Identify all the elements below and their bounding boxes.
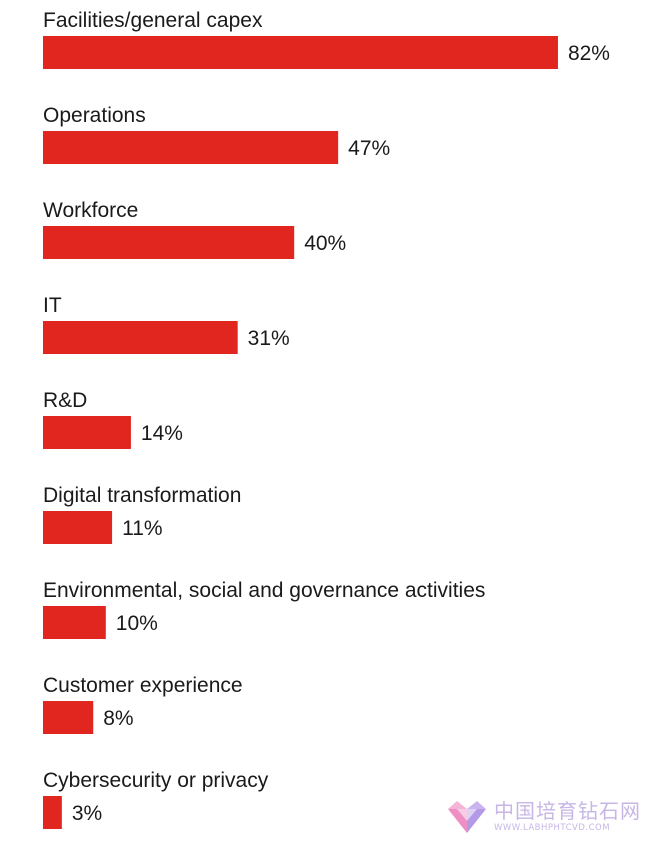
category-label: Environmental, social and governance act… [43,579,485,602]
watermark: 中国培育钻石网 WWW.LABHPHTCVD.COM [446,797,656,837]
value-label: 11% [122,517,162,540]
value-label: 82% [568,42,610,65]
category-label: Digital transformation [43,484,241,507]
category-label: Workforce [43,199,138,222]
value-label: 10% [116,612,158,635]
diamond-logo-icon [448,801,486,833]
watermark-url: WWW.LABHPHTCVD.COM [494,823,611,834]
bar [43,701,94,734]
bar [43,131,339,164]
category-label: R&D [43,389,87,412]
bar [43,606,106,639]
value-label: 3% [72,802,102,825]
category-label: Operations [43,104,146,127]
bar [43,36,558,69]
category-label: Customer experience [43,674,243,697]
bar [43,416,131,449]
category-label: Facilities/general capex [43,9,263,32]
value-label: 40% [304,232,346,255]
bar [43,321,238,354]
value-label: 14% [141,422,183,445]
bar [43,226,295,259]
category-label: Cybersecurity or privacy [43,769,269,792]
watermark-text: 中国培育钻石网 [494,799,641,824]
category-label: IT [43,294,62,317]
value-label: 8% [103,707,133,730]
bar [43,511,113,544]
value-label: 47% [348,137,390,160]
bar [43,796,62,829]
value-label: 31% [248,327,290,350]
